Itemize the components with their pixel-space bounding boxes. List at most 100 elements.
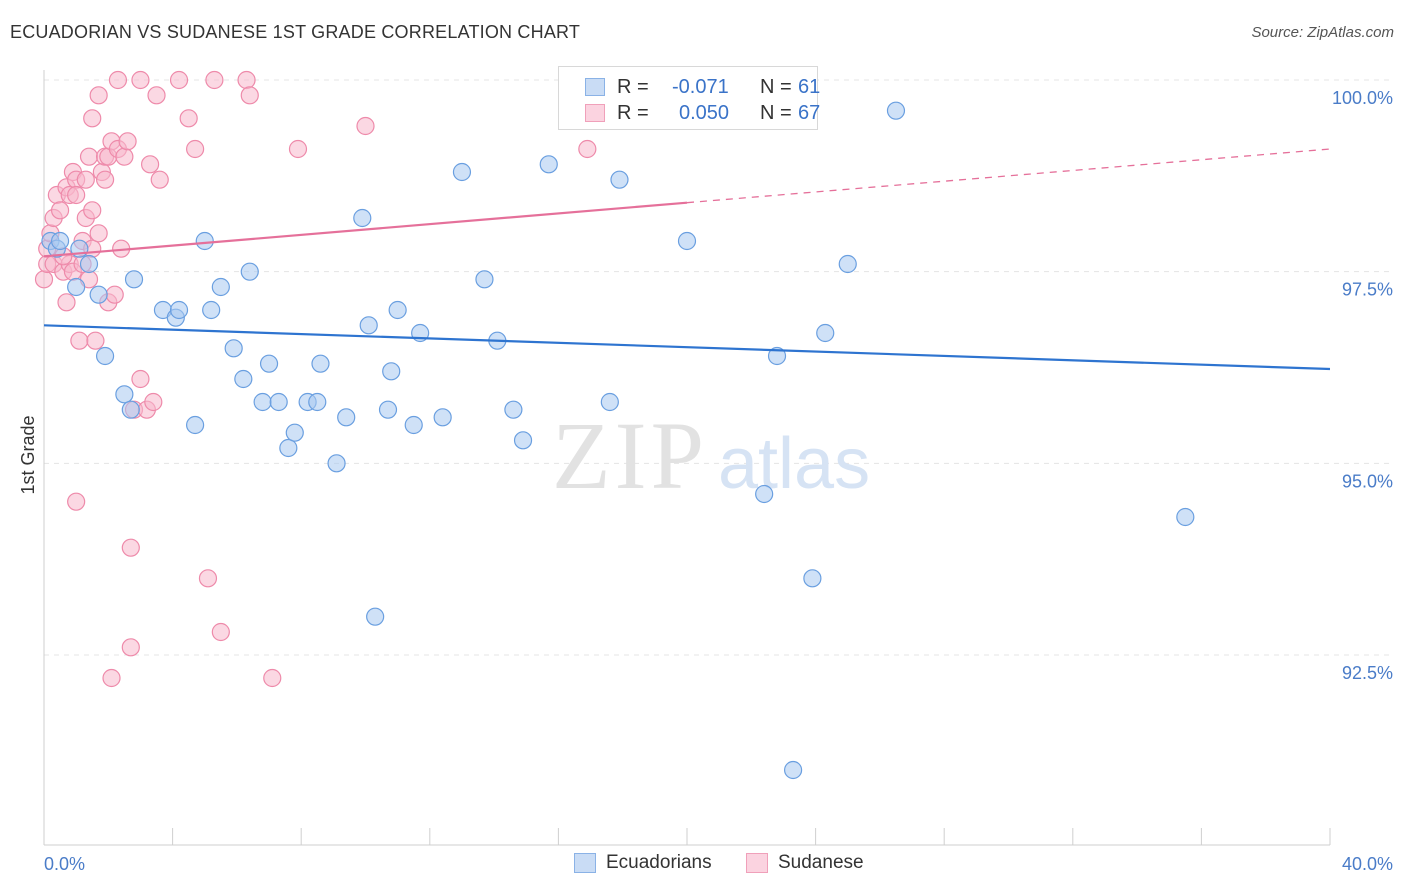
ecuadorian-point (50, 231, 70, 251)
ecuadorian-point (115, 385, 134, 404)
ecuadorian-point (677, 231, 697, 251)
sudanese-point (89, 224, 108, 243)
ecuadorian-point (475, 270, 494, 289)
sudanese-point (115, 147, 134, 166)
ecuadorian-point (337, 408, 356, 427)
source-label: Source: ZipAtlas.com (1251, 24, 1394, 41)
ecuadorian-point (121, 400, 140, 419)
ecuadorian-point (259, 354, 279, 373)
sudanese-point (105, 285, 124, 304)
sudanese-point (240, 86, 259, 105)
legend-r-value: 0.050 (679, 102, 730, 124)
sudanese-point (198, 569, 218, 588)
sudanese-point (118, 132, 137, 151)
y-tick-label: 92.5% (1342, 663, 1393, 683)
sudanese-point (237, 70, 256, 90)
sudanese-point (140, 155, 160, 174)
gridlines (44, 79, 1392, 656)
ecuadorian-point (195, 231, 214, 251)
ecuadorian-point (803, 569, 822, 588)
ecuadorian-point (186, 415, 205, 435)
y-tick-label: 97.5% (1342, 280, 1393, 300)
y-axis-label: 1st Grade (18, 415, 38, 494)
ecuadorian-point (169, 300, 189, 320)
legend-r-label: R = (617, 76, 649, 98)
sudanese-point (70, 331, 89, 350)
y-tick-label: 100.0% (1332, 88, 1393, 108)
x-tick-labels: 0.0% 40.0% (44, 854, 1393, 874)
sudanese-point (50, 201, 70, 220)
sudanese-point (211, 622, 230, 642)
ecuadorian-point (67, 277, 86, 297)
bottom-legend-swatch-pink (746, 853, 768, 873)
sudanese-point (121, 638, 140, 657)
ecuadorian-point (504, 400, 523, 419)
legend-n-label: N = (760, 102, 792, 124)
ecuadorian-point (311, 354, 330, 373)
ecuadorian-point (308, 392, 327, 412)
y-tick-label: 95.0% (1342, 471, 1393, 491)
ecuadorian-point (202, 300, 221, 320)
ecuadorian-point (253, 392, 272, 412)
ecuadorian-point (838, 254, 857, 274)
ecuadorian-point (240, 262, 259, 281)
sudanese-point (147, 86, 166, 105)
y-tick-labels: 92.5% 95.0% 97.5% 100.0% (1332, 88, 1393, 683)
ecuadorian-point (234, 369, 253, 389)
x-tick-label: 0.0% (44, 854, 85, 874)
ecuadorian-point (783, 760, 803, 780)
ecuadorian-point (433, 408, 452, 427)
ecuadorian-point (211, 277, 230, 297)
sudanese-point (186, 139, 205, 159)
sudanese-point (169, 70, 189, 90)
ecuadorian-point (513, 431, 533, 450)
legend-swatch-pink (585, 104, 605, 122)
watermark-zip: ZIP (552, 402, 708, 509)
sudanese-point (86, 331, 105, 350)
sudanese-point (102, 668, 121, 688)
sudanese-point (205, 70, 224, 90)
sudanese-point (121, 538, 140, 557)
legend-n-label: N = (760, 76, 792, 98)
sudanese-point (263, 668, 282, 688)
x-tick-label: 40.0% (1342, 854, 1393, 874)
axes (43, 70, 1331, 846)
sudanese-point (95, 170, 115, 189)
sudanese-point (79, 147, 99, 166)
ecuadorian-point (224, 339, 243, 358)
ecuadorian-trend-line (43, 324, 1331, 371)
legend-swatch-blue (585, 78, 605, 96)
ecuadorian-points (41, 70, 1195, 780)
ecuadorian-point (327, 454, 346, 473)
ecuadorian-point (610, 170, 629, 189)
ecuadorian-point (89, 285, 108, 304)
legend-r-value: -0.071 (672, 76, 729, 98)
ecuadorian-point (404, 415, 423, 435)
ecuadorian-point (600, 392, 619, 412)
sudanese-point (83, 201, 102, 220)
sudanese-point (131, 70, 150, 90)
ecuadorian-point (1176, 507, 1195, 527)
sudanese-point (578, 139, 597, 159)
ecuadorian-point (755, 484, 774, 504)
bottom-legend-label: Sudanese (778, 852, 864, 873)
ecuadorian-point (378, 400, 398, 419)
ecuadorian-point (366, 607, 385, 626)
sudanese-trend-extension (686, 148, 1331, 204)
sudanese-point (57, 293, 76, 312)
legend-n-value: 67 (798, 102, 821, 124)
sudanese-point (67, 185, 86, 205)
ecuadorian-point (279, 438, 298, 458)
sudanese-point (179, 109, 198, 128)
ecuadorian-point (886, 101, 906, 120)
ecuadorian-point (269, 392, 288, 412)
ecuadorian-point (816, 323, 835, 343)
legend-n-value: 61 (798, 76, 821, 98)
ecuadorian-point (452, 162, 472, 182)
sudanese-point (131, 369, 150, 389)
sudanese-point (108, 70, 128, 90)
sudanese-point (34, 270, 54, 289)
sudanese-point (76, 170, 95, 189)
sudanese-point (89, 86, 108, 105)
